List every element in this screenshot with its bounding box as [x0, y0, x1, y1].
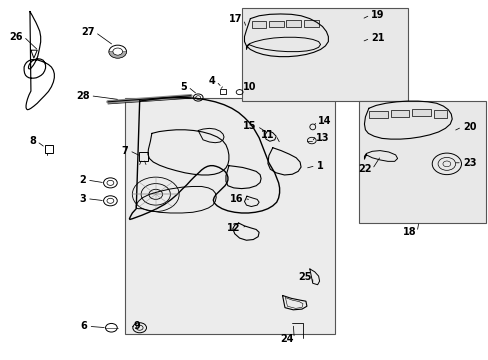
Text: 9: 9 [133, 321, 140, 331]
Text: 26: 26 [9, 32, 22, 41]
Text: 10: 10 [242, 82, 256, 93]
Bar [358, 101, 485, 223]
Text: 25: 25 [298, 272, 311, 282]
Text: 8: 8 [29, 136, 36, 146]
Text: 5: 5 [180, 82, 186, 92]
Bar [390, 110, 408, 117]
Text: 11: 11 [261, 130, 274, 140]
Text: 3: 3 [79, 194, 86, 204]
Bar [251, 22, 266, 28]
Text: 24: 24 [279, 333, 293, 343]
Bar [139, 152, 148, 161]
Text: 6: 6 [81, 321, 87, 331]
Bar [304, 21, 318, 27]
Text: 21: 21 [370, 33, 384, 43]
Wedge shape [109, 51, 126, 58]
Text: 4: 4 [208, 76, 215, 86]
Bar [44, 145, 53, 153]
Bar [220, 89, 225, 94]
Bar [125, 98, 334, 334]
Bar [242, 8, 407, 101]
Text: 23: 23 [462, 158, 475, 168]
Text: 2: 2 [79, 175, 86, 185]
Text: 17: 17 [228, 14, 242, 24]
Bar [411, 109, 430, 116]
Bar [268, 21, 283, 27]
Text: 20: 20 [462, 122, 475, 132]
Text: 12: 12 [226, 224, 240, 233]
Text: 22: 22 [357, 164, 370, 174]
Text: 28: 28 [76, 91, 89, 101]
Bar [433, 111, 447, 118]
Text: 15: 15 [242, 121, 256, 131]
Text: 1: 1 [316, 161, 323, 171]
Text: 16: 16 [229, 194, 243, 204]
Text: 19: 19 [370, 10, 384, 20]
Bar [368, 111, 387, 118]
Text: 13: 13 [315, 133, 328, 143]
Text: 27: 27 [81, 27, 94, 37]
Text: 7: 7 [122, 145, 128, 156]
Bar [285, 20, 300, 27]
Text: 18: 18 [402, 227, 415, 237]
Text: 14: 14 [317, 116, 330, 126]
